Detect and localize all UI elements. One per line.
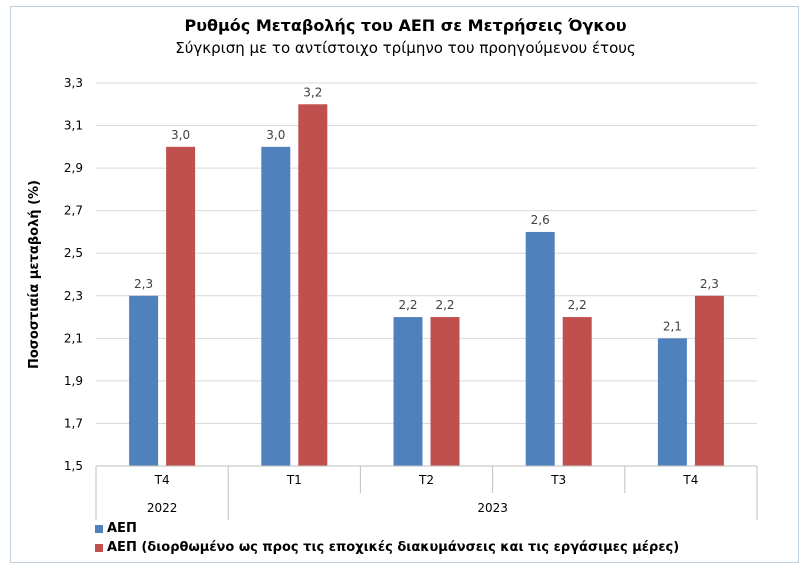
y-axis-title: Ποσοστιαία μεταβολή (%) [27,180,42,369]
legend-item-series-2: ΑΕΠ (διορθωμένο ως προς τις εποχικές δια… [95,538,679,557]
y-tick-label: 3,3 [64,76,83,90]
bar-series-1 [393,317,423,466]
x-tick-label: T1 [286,473,302,487]
legend: ΑΕΠ ΑΕΠ (διορθωμένο ως προς τις εποχικές… [95,519,679,557]
x-tick-label: T3 [550,473,566,487]
y-tick-label: 2,1 [64,331,83,345]
chart-title: Ρυθμός Μεταβολής του ΑΕΠ σε Μετρήσεις Όγ… [184,16,627,35]
bar-series-2 [166,146,196,467]
bar-series-1 [129,295,159,466]
data-label: 3,0 [266,128,285,142]
x-group-label: 2023 [477,501,508,515]
x-tick-label: T2 [418,473,434,487]
bar-series-2 [694,295,724,466]
data-label: 3,2 [303,85,322,99]
y-tick-label: 2,9 [64,161,83,175]
y-tick-label: 3,1 [64,119,83,133]
data-label: 2,3 [700,277,719,291]
data-label: 2,1 [663,319,682,333]
bar-series-2 [298,104,328,467]
chart-subtitle: Σύγκριση με το αντίστοιχο τρίμηνο του πρ… [175,39,636,57]
data-label: 2,2 [568,298,587,312]
legend-label-series-1: ΑΕΠ [107,521,137,536]
bar-series-1 [525,231,555,466]
y-tick-label: 2,7 [64,204,83,218]
x-tick-label: T4 [682,473,698,487]
data-label: 2,6 [531,213,550,227]
x-group-label: 2022 [147,501,178,515]
data-label: 2,2 [435,298,454,312]
legend-swatch-series-1 [95,524,103,533]
y-tick-label: 1,5 [64,459,83,473]
y-tick-label: 1,9 [64,374,83,388]
legend-label-series-2: ΑΕΠ (διορθωμένο ως προς τις εποχικές δια… [107,540,680,555]
y-tick-label: 2,3 [64,289,83,303]
bar-series-2 [430,317,460,466]
legend-swatch-series-2 [95,543,103,552]
bar-series-2 [562,317,592,466]
data-label: 2,2 [398,298,417,312]
bar-series-1 [261,146,291,467]
y-tick-label: 2,5 [64,246,83,260]
data-label: 2,3 [134,277,153,291]
data-label: 3,0 [171,128,190,142]
x-tick-label: T4 [154,473,170,487]
bar-series-1 [657,338,687,466]
legend-item-series-1: ΑΕΠ [95,519,679,538]
y-tick-label: 1,7 [64,416,83,430]
chart-frame [10,6,799,563]
